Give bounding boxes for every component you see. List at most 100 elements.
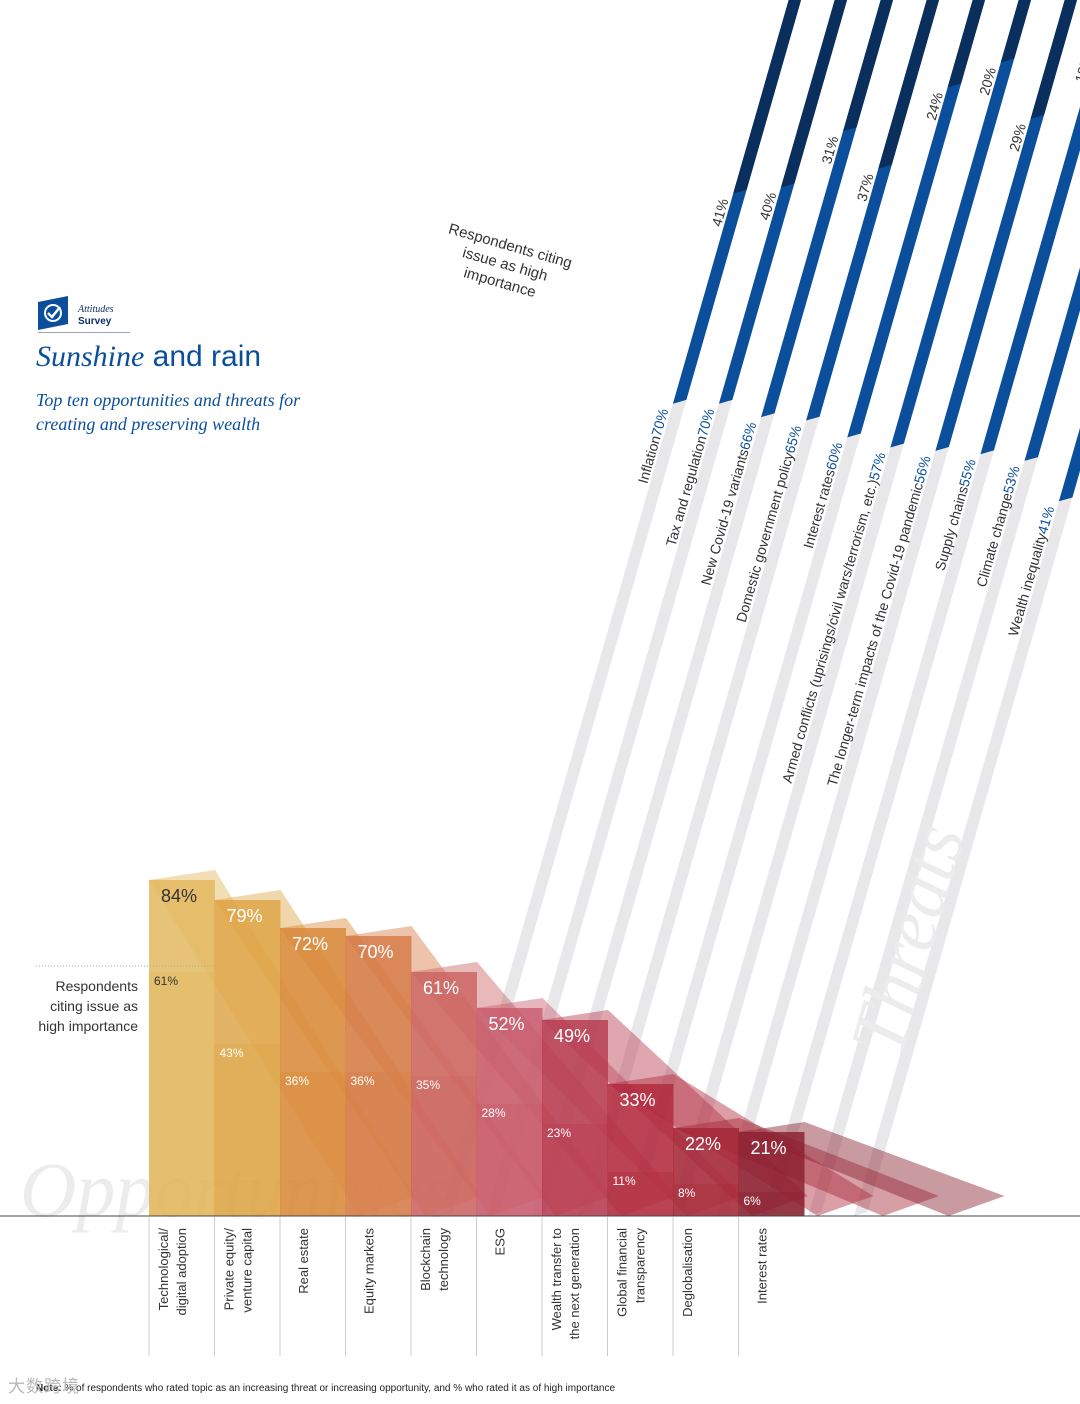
threat-value-label: 56% [911,454,934,485]
opportunity-category-label: venture capital [240,1228,255,1313]
opportunity-importance-bar [607,1172,674,1216]
checkmark-icon [38,296,68,330]
threat-group [440,0,802,1216]
opportunity-importance-label: 61% [154,974,178,988]
opportunity-value-label: 52% [489,1014,525,1034]
opportunity-value-label: 49% [554,1026,590,1046]
opportunity-category-label: the next generation [567,1228,582,1339]
opportunity-importance-bar [345,1072,412,1216]
threat-value-label: 70% [648,407,671,438]
threat-importance-bar [780,0,848,188]
opportunity-importance-bar [411,1076,477,1216]
opportunity-importance-label: 28% [482,1106,506,1120]
title-rest: and rain [144,340,262,373]
footnote: Note: % of respondents who rated topic a… [36,1383,615,1394]
badge-divider [38,332,130,333]
threat-bar [980,107,1080,455]
threat-group [486,0,848,1216]
threat-bar [1058,427,1080,502]
opportunity-category-label: Wealth transfer to [549,1228,564,1330]
threat-importance-bar [878,0,940,169]
threat-value-label: 57% [866,450,889,481]
opportunity-importance-bar [476,1104,543,1216]
opportunity-category-label: Private equity/ [222,1228,237,1311]
opportunities-importance-label: Respondents citing issue as high importa… [38,978,138,1034]
opportunity-bar [607,1084,674,1216]
opportunity-bar [738,1132,805,1216]
threat-track [854,427,1080,1216]
opportunity-category-label: transparency [633,1228,648,1304]
opportunity-category-label: Deglobalisation [680,1228,695,1317]
opportunity-importance-bar [149,972,215,1216]
threat-group [624,0,986,1216]
opportunity-importance-label: 43% [220,1046,244,1060]
opportunity-category-label: Real estate [296,1228,311,1294]
opportunity-importance-bar [673,1184,739,1216]
opportunity-category-label: Interest rates [755,1228,770,1304]
opportunity-value-label: 61% [423,978,459,998]
page-title: Sunshine and rain [36,340,261,374]
threat-group [762,107,1080,1216]
threat-value-label: 55% [956,457,979,488]
opportunity-bar [214,900,281,1216]
opportunity-importance-bar [280,1072,346,1216]
opportunity-category-label: Technological/ [156,1228,171,1311]
badge-line1: Attitudes [78,304,114,315]
threat-group [532,0,894,1216]
badge-line2: Survey [78,316,112,327]
watermark: 大数跨境 [8,1377,80,1396]
opportunity-bar [280,928,346,1216]
opportunity-importance-label: 36% [351,1074,375,1088]
opportunity-importance-label: 35% [416,1078,440,1092]
opportunity-value-label: 21% [751,1138,787,1158]
threats-watermark-word: Threats [833,814,982,1064]
threat-importance-label: 40% [756,190,779,221]
threat-group [578,0,940,1216]
threat-value-label: 60% [823,440,846,471]
threat-value-label: 70% [694,407,717,438]
threat-bar [890,0,1032,448]
threat-importance-bar [947,0,986,88]
opportunity-importance-label: 11% [613,1174,636,1188]
threat-importance-label: 18% [1072,53,1080,84]
opportunity-category-label: digital adoption [174,1228,189,1315]
opportunity-importance-label: 36% [285,1074,309,1088]
threat-importance-bar [1000,0,1032,63]
threat-group [808,267,1080,1216]
opportunity-bar [673,1128,739,1216]
opportunity-value-label: 79% [227,906,263,926]
opportunity-value-label: 84% [161,886,197,906]
opportunity-category-label: technology [436,1228,451,1291]
opportunity-category-label: Blockchain [418,1228,433,1291]
threat-importance-label: 41% [708,197,731,228]
opportunity-category-label: Global financial [615,1228,630,1317]
opportunity-category-label: ESG [493,1228,508,1255]
opportunity-importance-bar [542,1124,608,1216]
threat-group [854,427,1080,1216]
opportunity-bar [542,1020,608,1216]
title-italic: Sunshine [36,340,145,373]
opportunity-importance-label: 6% [744,1194,762,1208]
opportunity-value-label: 22% [685,1134,721,1154]
opportunity-value-label: 72% [292,934,328,954]
threat-importance-bar [843,0,894,132]
opportunity-bar [345,936,412,1216]
opportunity-importance-label: 8% [678,1186,696,1200]
threat-value-label: 53% [1000,464,1023,495]
threat-value-label: 65% [781,424,804,455]
opportunity-bar [476,1008,543,1216]
footnote-text: % of respondents who rated topic as an i… [61,1383,616,1394]
threat-importance-bar [1030,0,1078,119]
opportunity-importance-label: 23% [547,1126,571,1140]
threat-importance-bar [733,0,802,194]
page-subtitle: Top ten opportunities and threats for cr… [36,390,301,434]
footnote-label: Note: [36,1383,62,1394]
opportunity-category-label: Equity markets [362,1228,377,1314]
threat-value-label: 41% [1034,504,1057,535]
threat-importance-label: 29% [1006,122,1029,153]
opportunity-bar [149,880,215,1216]
opportunity-bar-sheet [738,1122,1005,1216]
threat-importance-label: 31% [818,134,841,165]
threat-importance-label: 20% [976,65,999,96]
